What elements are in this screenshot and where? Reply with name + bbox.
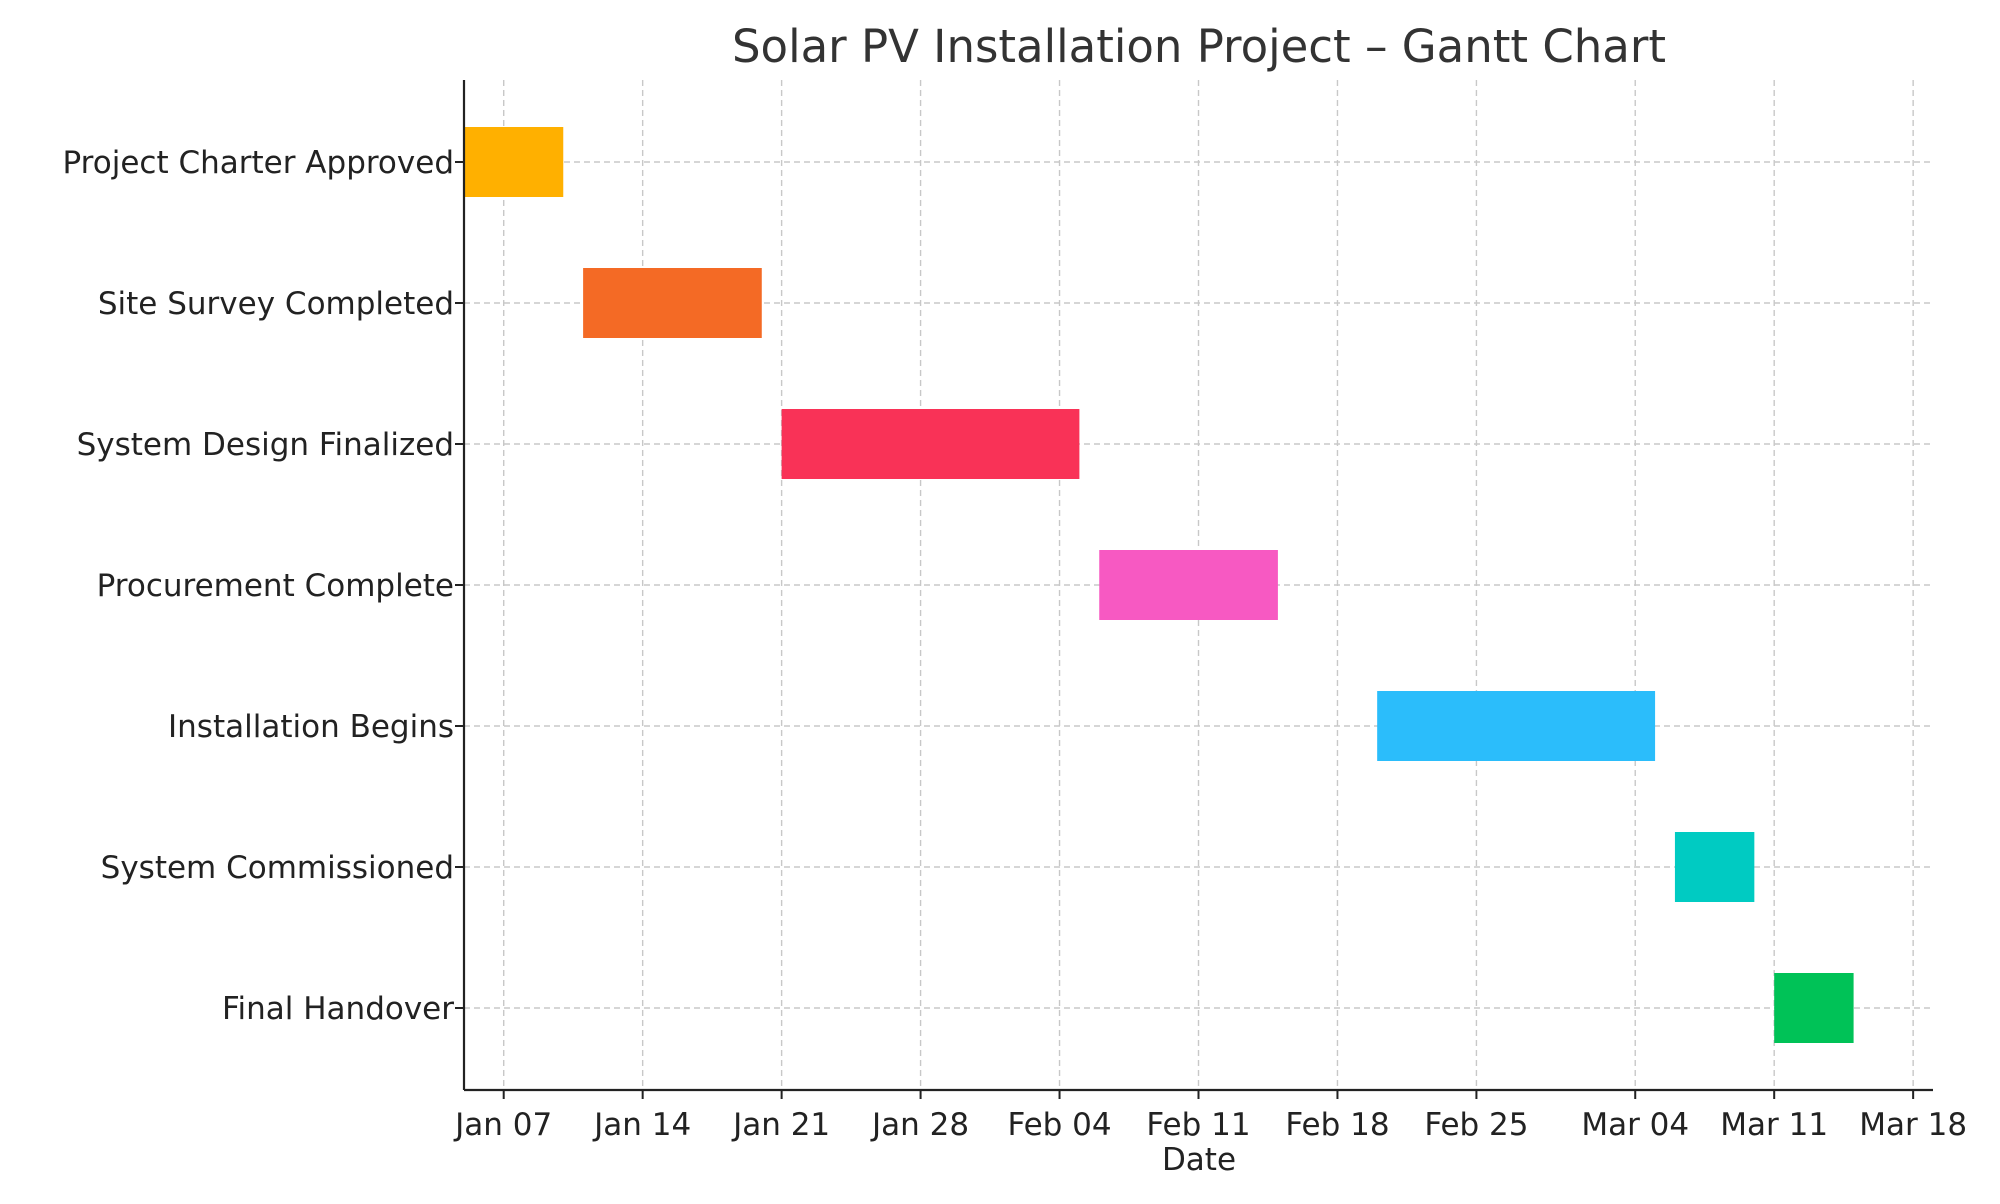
- x-tick-label: Mar 11: [1720, 1107, 1828, 1143]
- x-tick-label: Feb 18: [1285, 1107, 1389, 1143]
- x-tick-label: Feb 04: [1007, 1107, 1111, 1143]
- x-tick-label: Mar 04: [1581, 1107, 1689, 1143]
- task-bar: [1674, 832, 1755, 902]
- task-bar: [1377, 691, 1656, 761]
- task-bar: [583, 268, 762, 338]
- x-axis-title: Date: [1162, 1142, 1236, 1178]
- x-tick-label: Jan 21: [731, 1107, 830, 1143]
- axis-layer: Jan 07 Jan 14 Jan 21 Jan 28 Feb 04 Feb 11 Feb …: [63, 80, 1967, 1143]
- chart-title: Solar PV Installation Project – Gantt Ch…: [732, 20, 1666, 73]
- task-label: System Design Finalized: [77, 427, 454, 463]
- x-tick-label: Feb 11: [1146, 1107, 1250, 1143]
- bar-layer: [464, 127, 1854, 1043]
- x-tick-label: Jan 07: [453, 1107, 552, 1143]
- x-tick-label: Feb 25: [1424, 1107, 1528, 1143]
- task-label: Installation Begins: [168, 709, 454, 745]
- grid-layer: [464, 80, 1933, 1090]
- task-bar: [464, 127, 564, 197]
- task-label: Site Survey Completed: [98, 286, 454, 322]
- x-tick-label: Mar 18: [1859, 1107, 1967, 1143]
- task-bar: [1774, 973, 1854, 1043]
- task-label: System Commissioned: [101, 850, 454, 886]
- task-bar: [781, 409, 1080, 479]
- x-tick-label: Jan 28: [870, 1107, 969, 1143]
- task-label: Project Charter Approved: [63, 145, 454, 181]
- task-bar: [1099, 550, 1278, 620]
- task-label: Final Handover: [222, 991, 454, 1027]
- task-label: Procurement Complete: [97, 568, 454, 604]
- x-tick-label: Jan 14: [592, 1107, 691, 1143]
